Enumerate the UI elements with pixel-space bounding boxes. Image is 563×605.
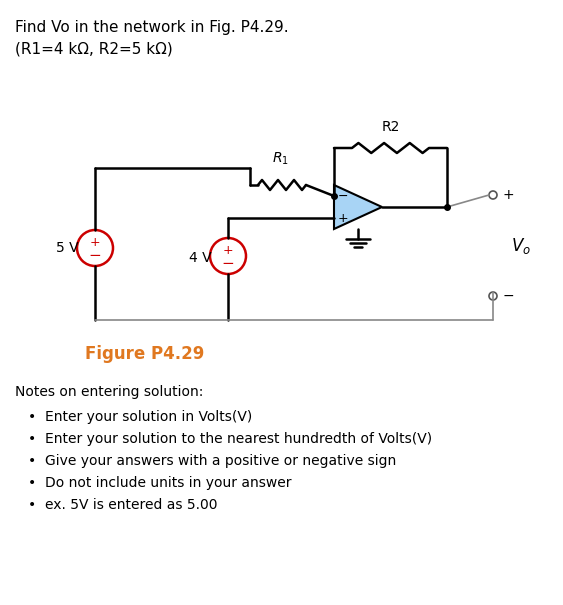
Text: $V_o$: $V_o$ (511, 235, 531, 255)
Text: Find Vo in the network in Fig. P4.29.: Find Vo in the network in Fig. P4.29. (15, 20, 289, 35)
Text: 4 V: 4 V (189, 251, 211, 265)
Text: 5 V: 5 V (56, 241, 78, 255)
Text: •  Enter your solution in Volts(V): • Enter your solution in Volts(V) (28, 410, 252, 424)
Text: −: − (338, 189, 348, 203)
Text: •  Enter your solution to the nearest hundredth of Volts(V): • Enter your solution to the nearest hun… (28, 432, 432, 446)
Text: −: − (222, 255, 234, 270)
Text: •  ex. 5V is entered as 5.00: • ex. 5V is entered as 5.00 (28, 498, 217, 512)
Text: •  Give your answers with a positive or negative sign: • Give your answers with a positive or n… (28, 454, 396, 468)
Text: +: + (338, 212, 348, 224)
Text: −: − (88, 247, 101, 263)
Text: $R_1$: $R_1$ (271, 151, 288, 167)
Text: (R1=4 kΩ, R2=5 kΩ): (R1=4 kΩ, R2=5 kΩ) (15, 42, 173, 57)
Text: +: + (90, 237, 100, 249)
Polygon shape (334, 185, 382, 229)
Text: Notes on entering solution:: Notes on entering solution: (15, 385, 203, 399)
Text: R2: R2 (381, 120, 400, 134)
Text: +: + (223, 244, 233, 258)
Text: +: + (503, 188, 515, 202)
Text: −: − (503, 289, 515, 303)
Text: •  Do not include units in your answer: • Do not include units in your answer (28, 476, 292, 490)
Text: Figure P4.29: Figure P4.29 (85, 345, 204, 363)
